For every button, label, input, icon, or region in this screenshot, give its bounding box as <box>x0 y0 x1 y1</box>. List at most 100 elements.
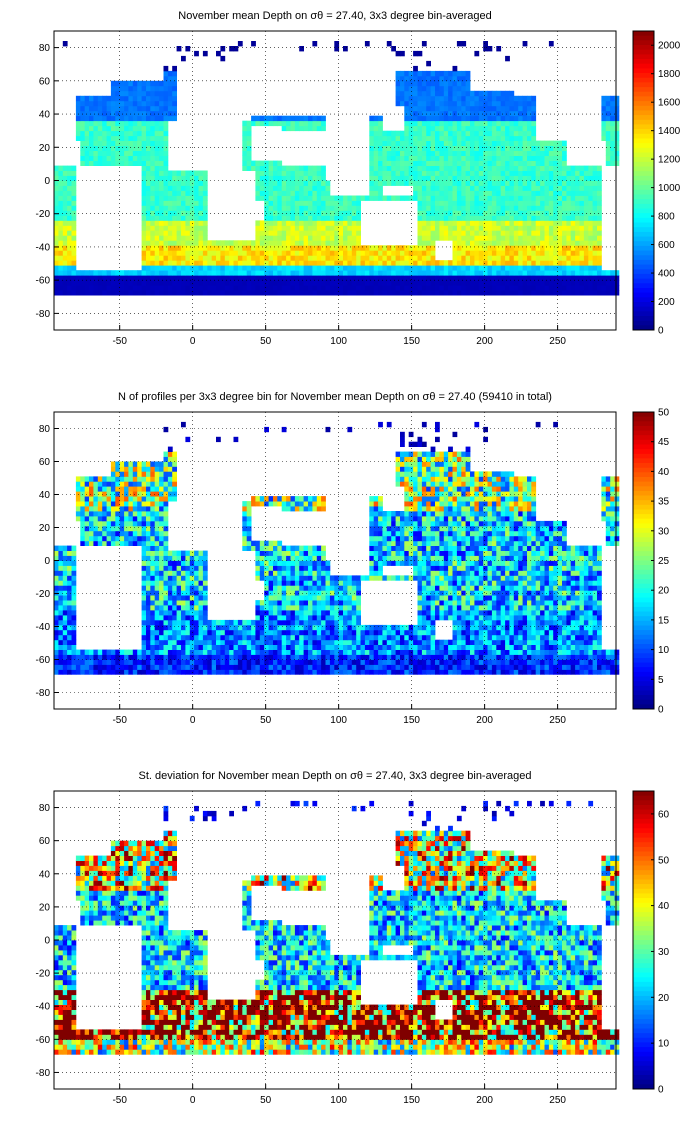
heatmap-cell <box>487 185 493 191</box>
heatmap-cell <box>478 215 484 221</box>
heatmap-cell <box>395 629 401 636</box>
heatmap-cell <box>522 145 528 151</box>
heatmap-cell <box>338 629 344 636</box>
heatmap-cell <box>400 639 405 645</box>
heatmap-cell <box>369 255 375 261</box>
heatmap-cell <box>351 270 357 276</box>
heatmap-cell <box>299 664 304 670</box>
heatmap-cell <box>443 130 449 137</box>
heatmap-cell <box>308 185 313 191</box>
heatmap-cell <box>461 654 467 660</box>
heatmap-cell <box>124 155 129 161</box>
heatmap-cell <box>614 285 620 291</box>
heatmap-cell <box>137 130 142 137</box>
heatmap-cell <box>220 275 226 281</box>
heatmap-cell <box>62 190 68 196</box>
heatmap-cell <box>544 644 550 650</box>
heatmap-cell <box>378 160 383 166</box>
heatmap-cell <box>119 105 125 112</box>
heatmap-cell <box>224 250 230 256</box>
heatmap-cell <box>290 235 296 241</box>
heatmap-cell <box>496 649 502 655</box>
heatmap-cell <box>229 285 234 291</box>
heatmap-cell <box>601 270 607 276</box>
heatmap-cell <box>286 115 291 122</box>
heatmap-cell <box>435 275 440 281</box>
heatmap-cell <box>154 230 160 236</box>
heatmap-cell <box>456 245 462 251</box>
heatmap-cell <box>294 195 300 201</box>
heatmap-cell <box>233 255 239 261</box>
heatmap-cell <box>141 255 147 261</box>
heatmap-cell <box>102 130 107 137</box>
colorbar-swatch <box>633 31 654 37</box>
heatmap-cell <box>452 280 458 286</box>
heatmap-cell <box>487 654 493 660</box>
heatmap-cell <box>176 644 182 650</box>
heatmap-cell <box>562 215 567 221</box>
heatmap-cell <box>259 290 265 296</box>
heatmap-cell <box>159 210 164 216</box>
heatmap-cell <box>259 185 265 191</box>
heatmap-cell <box>448 130 453 137</box>
heatmap-cell <box>509 175 515 181</box>
heatmap-cell <box>290 250 296 256</box>
heatmap-cell <box>439 644 445 650</box>
heatmap-cell <box>202 669 208 675</box>
heatmap-cell <box>334 624 340 631</box>
heatmap-cell <box>202 270 208 276</box>
heatmap-cell <box>290 125 296 132</box>
heatmap-cell <box>159 230 164 236</box>
heatmap-cell <box>540 634 545 641</box>
heatmap-cell <box>308 175 313 181</box>
heatmap-cell <box>456 160 462 166</box>
heatmap-cell <box>303 120 309 127</box>
heatmap-cell <box>391 659 396 665</box>
heatmap-cell <box>430 180 436 186</box>
heatmap-cell <box>373 195 379 201</box>
heatmap-cell <box>391 245 396 251</box>
heatmap-cell <box>321 649 326 655</box>
heatmap-cell <box>470 120 475 127</box>
heatmap-cell <box>531 290 537 296</box>
heatmap-cell <box>513 634 519 641</box>
colorbar-swatch <box>633 288 654 294</box>
heatmap-cell <box>610 155 615 161</box>
heatmap-cell <box>268 230 274 236</box>
heatmap-cell <box>421 80 427 87</box>
heatmap-cell <box>378 255 383 261</box>
heatmap-cell <box>421 624 427 631</box>
heatmap-cell <box>54 265 59 271</box>
heatmap-cell <box>426 190 431 196</box>
heatmap-cell <box>303 210 309 216</box>
heatmap-cell <box>115 290 121 296</box>
heatmap-cell <box>172 225 177 231</box>
heatmap-cell <box>286 285 291 291</box>
heatmap-cell <box>483 150 488 156</box>
heatmap-cell <box>540 205 545 211</box>
heatmap-cell <box>522 275 528 281</box>
heatmap-cell <box>566 165 572 171</box>
heatmap-cell <box>513 95 519 102</box>
heatmap-cell <box>496 46 502 52</box>
heatmap-cell <box>124 285 129 291</box>
heatmap-cell <box>417 639 423 645</box>
heatmap-cell <box>290 230 296 236</box>
heatmap-cell <box>456 235 462 241</box>
heatmap-cell <box>128 669 134 675</box>
heatmap-cell <box>351 255 357 261</box>
heatmap-cell <box>264 240 269 246</box>
heatmap-cell <box>474 50 480 57</box>
heatmap-cell <box>303 265 309 271</box>
heatmap-cell <box>478 270 484 276</box>
heatmap-cell <box>592 195 598 201</box>
heatmap-cell <box>562 634 567 641</box>
heatmap-cell <box>614 669 620 675</box>
heatmap-cell <box>308 190 313 196</box>
heatmap-cell <box>579 260 585 266</box>
heatmap-cell <box>246 280 252 286</box>
heatmap-cell <box>146 110 151 117</box>
heatmap-cell <box>461 145 467 151</box>
heatmap-cell <box>343 200 348 206</box>
heatmap-cell <box>181 649 186 655</box>
